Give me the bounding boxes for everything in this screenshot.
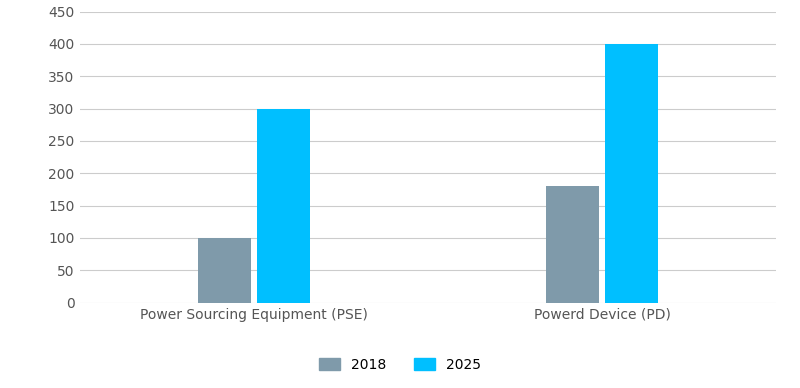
Legend: 2018, 2025: 2018, 2025 — [314, 352, 486, 377]
Bar — [198, 238, 250, 303]
Bar — [606, 44, 658, 303]
Bar — [546, 186, 598, 303]
Bar — [258, 109, 310, 303]
